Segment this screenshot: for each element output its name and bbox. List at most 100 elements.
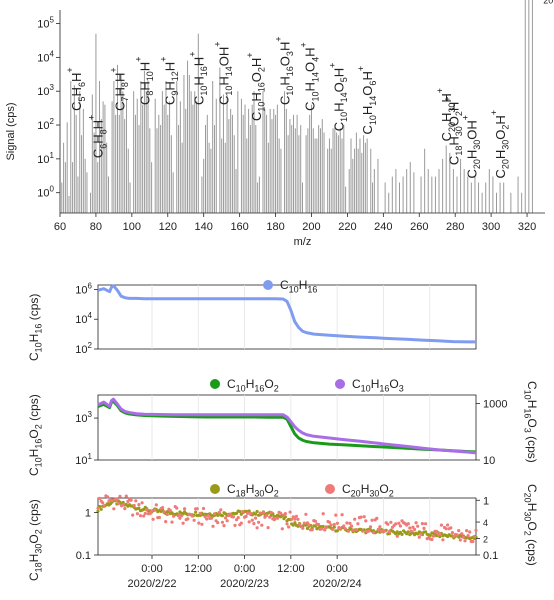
c18h30o2-point bbox=[255, 509, 259, 514]
x-tick-label: 280 bbox=[446, 221, 464, 233]
peak-annotation: C10H16O2H+ bbox=[245, 52, 267, 121]
c20h30o2-point bbox=[450, 531, 454, 535]
c20h30o2-point bbox=[431, 534, 436, 538]
c18h30o2-point bbox=[238, 509, 242, 514]
y-tick-label: 100 bbox=[37, 185, 54, 200]
c20h30o2-point bbox=[310, 528, 314, 532]
y-axis-label: C10H16 (cps) bbox=[27, 294, 43, 361]
c20h30o2-point bbox=[288, 510, 292, 514]
c18h30o2-point bbox=[291, 523, 295, 527]
x-tick-label: 12:00 bbox=[277, 563, 305, 575]
c20h30o2-point bbox=[348, 521, 352, 526]
right-y-tick-label: 10 bbox=[483, 455, 495, 467]
c20h30o2-point bbox=[219, 508, 223, 512]
c20h30o2-point bbox=[340, 513, 344, 517]
c10h16o3-series-line bbox=[97, 397, 477, 455]
c20h30o2-point bbox=[118, 494, 122, 498]
c20h30o2-point bbox=[386, 522, 390, 526]
c20h30o2-point bbox=[409, 529, 413, 533]
c20h30o2-point bbox=[293, 517, 297, 521]
c20h30o2-point bbox=[105, 495, 110, 499]
x-tick-label: 60 bbox=[54, 221, 66, 233]
c20h30o2-point bbox=[115, 497, 119, 501]
x-date-label: 2020/2/24 bbox=[313, 578, 362, 590]
c20h30o2-point bbox=[345, 521, 349, 525]
c20h30o2-point bbox=[438, 532, 442, 536]
c20h30o2-point bbox=[110, 498, 114, 502]
c20h30o2-point bbox=[209, 516, 213, 520]
peak-annotation: C10H14O5H+ bbox=[327, 63, 349, 132]
x-tick-label: 180 bbox=[266, 221, 284, 233]
c20h30o2-point bbox=[307, 523, 311, 527]
y-tick-label: 0.1 bbox=[76, 550, 91, 562]
c20h30o2-point bbox=[346, 529, 350, 533]
c20h30o2-point bbox=[112, 507, 116, 511]
c20h30o2-point bbox=[397, 521, 401, 525]
c20h30o2-point bbox=[269, 510, 273, 515]
c20h30o2-point bbox=[247, 520, 251, 524]
c20h30o2-point bbox=[466, 534, 470, 538]
right-y-axis-label: C20H30O2 (cps) bbox=[523, 484, 539, 566]
c20h30o2-point bbox=[324, 525, 328, 529]
y-axis-label: Signal (cps) bbox=[5, 102, 17, 160]
c20h30o2-point bbox=[375, 516, 379, 521]
y-tick-label: 1 bbox=[85, 508, 91, 520]
c20h30o2-point bbox=[253, 516, 258, 520]
peak-annotation: C18H30O2H+ bbox=[442, 96, 464, 165]
legend-label: C10H16O3 bbox=[352, 377, 404, 393]
c20h30o2-point bbox=[329, 523, 333, 527]
c20h30o2-point bbox=[231, 515, 235, 519]
c20h30o2-point bbox=[211, 524, 215, 528]
c20h30o2-point bbox=[302, 521, 306, 525]
x-tick-label: 200 bbox=[302, 221, 320, 233]
legend-marker bbox=[335, 379, 345, 389]
legend-marker bbox=[263, 280, 273, 290]
c20h30o2-point bbox=[264, 513, 269, 518]
c20h30o2-point bbox=[258, 511, 262, 515]
c20h30o2-point bbox=[190, 514, 195, 518]
c20h30o2-point bbox=[372, 531, 376, 535]
c18h30o2-point bbox=[428, 533, 432, 538]
c20h30o2-point bbox=[98, 496, 102, 500]
c20h30o2-point bbox=[203, 515, 207, 519]
c18h30o2-point bbox=[220, 514, 224, 518]
c20h30o2-point bbox=[419, 532, 423, 536]
c20h30o2-point bbox=[137, 503, 141, 507]
c20h30o2-point bbox=[471, 539, 475, 544]
c20h30o2-point bbox=[179, 514, 184, 518]
c20h30o2-point bbox=[172, 514, 176, 518]
x-axis-label: m/z bbox=[294, 236, 312, 248]
c20h30o2-point bbox=[411, 525, 415, 529]
c20h30o2-point bbox=[444, 527, 448, 531]
c20h30o2-point bbox=[395, 534, 399, 538]
c20h30o2-point bbox=[154, 503, 158, 507]
c18h30o2-point bbox=[406, 530, 410, 534]
c20h30o2-point bbox=[132, 503, 136, 508]
c20h30o2-point bbox=[383, 529, 387, 533]
c20h30o2-point bbox=[121, 503, 125, 507]
c18h30o2-point bbox=[137, 506, 141, 510]
c20h30o2-point bbox=[323, 527, 327, 532]
x-tick-label: 160 bbox=[230, 221, 248, 233]
peak-annotation: C8H10H+ bbox=[133, 57, 155, 105]
c18h30o2-point bbox=[194, 510, 198, 514]
peak-annotation: C10H14OH+ bbox=[212, 41, 234, 105]
c20h30o2-point bbox=[441, 538, 445, 542]
c20h30o2-point bbox=[394, 522, 398, 526]
c10h16-timeseries-panel: C10H16 102 104 106 C10H16 (cps) bbox=[27, 278, 477, 361]
c20h30o2-point bbox=[143, 511, 147, 516]
c20h30o2-point bbox=[224, 516, 228, 520]
c20h30o2-point bbox=[439, 523, 443, 527]
c10h16o2-o3-timeseries-panel: C10H16O2 C10H16O3 101 103 10 1000 C10H16O2 (cp… bbox=[27, 377, 539, 476]
y-tick-label: 101 bbox=[37, 151, 54, 166]
c20h30o2-point bbox=[176, 514, 180, 518]
c20h30o2-point bbox=[138, 514, 143, 518]
c20h30o2-point bbox=[389, 520, 393, 524]
c20h30o2-point bbox=[376, 527, 380, 532]
c20h30o2-point bbox=[249, 511, 253, 516]
c20h30o2-point bbox=[417, 535, 421, 539]
mass-spectrum-panel: 60 80 100 120 140 160 180 200 220 240 260 280 300 320… bbox=[5, 0, 554, 248]
c20h30o2-point bbox=[280, 527, 284, 531]
c20h30o2-point bbox=[378, 525, 382, 529]
c20h30o2-point bbox=[186, 517, 190, 521]
